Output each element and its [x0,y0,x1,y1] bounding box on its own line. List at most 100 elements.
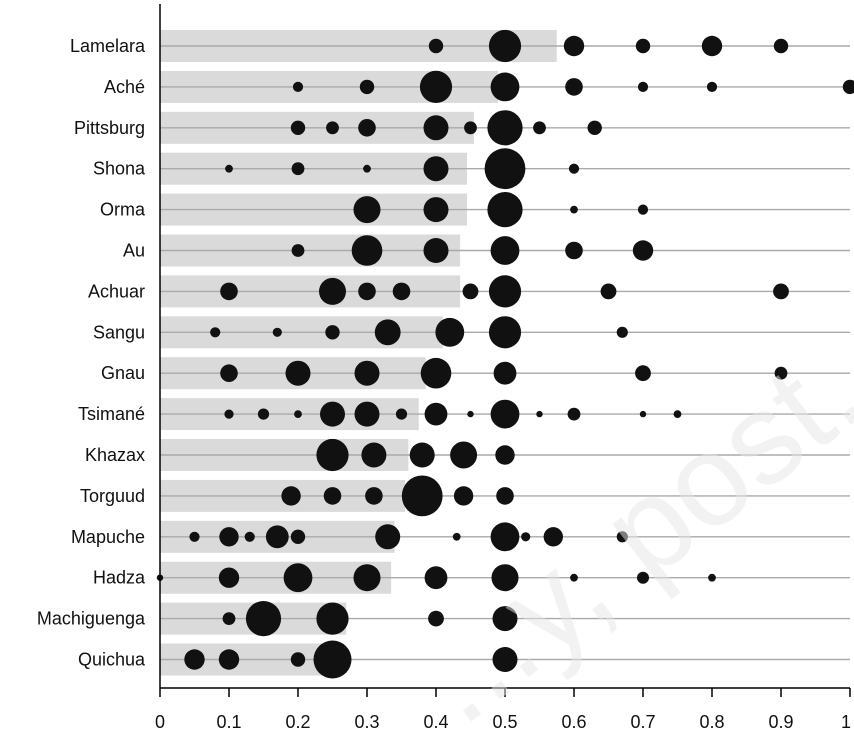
data-dot [490,522,520,552]
data-dot [487,110,523,146]
data-dot [568,163,580,174]
data-dot [493,361,517,385]
data-dot [774,366,788,380]
data-dot [488,316,522,349]
watermark-text: ...y, post, or distr... [389,0,854,736]
data-dot [490,236,520,265]
row-label: Au [123,241,145,261]
data-dot [353,564,381,592]
data-dot [222,612,236,625]
data-dot [210,327,221,338]
row-label: Aché [104,77,145,97]
data-dot [773,38,789,54]
data-dot [218,567,240,588]
x-tick-label: 0.3 [354,712,379,732]
data-dot [265,525,289,549]
data-dot [536,410,543,418]
row-label: Gnau [101,363,145,383]
data-dot [490,72,520,102]
data-dot [842,79,854,95]
data-dot [189,531,200,542]
data-dot [290,652,306,667]
data-dot [423,156,449,182]
data-dot [359,79,375,95]
data-dot [361,442,387,468]
data-dot [467,410,474,418]
data-dot [496,487,514,505]
x-tick-label: 0.8 [699,712,724,732]
data-dot [358,119,376,137]
data-dot [285,360,311,386]
data-dot [428,38,444,54]
row-label: Shona [93,159,146,179]
data-dot [257,408,270,420]
data-dot [325,325,340,340]
row-label: Torguud [80,486,145,506]
data-dot [291,162,305,176]
data-dot [354,401,380,427]
data-dot [453,486,474,506]
data-dot [492,606,518,632]
data-dot [326,121,339,135]
data-dot [409,442,435,468]
data-dot [272,327,282,337]
data-dots [156,29,854,679]
data-dot [224,409,234,419]
x-tick-label: 1 [841,712,851,732]
data-dot [290,120,306,135]
data-dot [492,647,518,672]
row-label: Lamelara [70,36,146,56]
row-label: Mapuche [71,527,145,547]
row-label: Sangu [93,322,145,342]
row-label: Machiguenga [37,609,146,629]
data-dot [395,408,408,420]
data-dot [464,121,477,135]
data-dot [423,197,449,223]
data-dot [632,240,654,261]
data-dot [635,38,651,54]
data-dot [587,120,602,135]
data-dot [292,81,304,92]
data-dot [543,527,563,547]
data-dot [487,192,523,228]
x-tick-label: 0.5 [492,712,517,732]
data-dot [392,282,411,301]
data-dot [291,244,305,257]
data-dot [220,364,238,383]
data-dot [701,35,723,57]
data-dot [358,282,376,301]
x-tick-label: 0.4 [423,712,448,732]
x-tick-label: 0.1 [216,712,241,732]
row-labels: Lamelara Aché Pittsburg Shona Orma Au Achuar Sa… [37,36,146,670]
data-dot [600,283,617,300]
data-dot [220,282,238,301]
row-label: Pittsburg [74,118,145,138]
row-label: Achuar [88,281,145,301]
data-dot [375,524,401,550]
data-dot [488,29,522,63]
data-dot [424,402,448,426]
x-ticks: 0 0.1 0.2 0.3 0.4 0.5 0.6 0.7 0.8 0.9 1 [155,688,851,732]
data-dot [419,70,453,103]
data-dot [639,410,647,418]
row-label: Khazax [85,445,145,465]
row-label: Quichua [78,650,146,670]
data-dot [320,401,345,427]
data-dot [450,441,478,469]
data-dot [637,571,649,584]
data-dot [563,35,585,57]
row-label: Orma [100,200,146,220]
data-dot [354,360,380,386]
data-dot [219,527,239,547]
data-dot [435,317,465,347]
data-dot [401,475,443,517]
data-dot [424,566,448,590]
x-tick-label: 0.6 [561,712,586,732]
data-dot [428,610,444,627]
x-tick-label: 0 [155,712,165,732]
data-dot [570,573,578,582]
data-dot [673,410,682,418]
data-dot [365,487,383,505]
data-dot [363,164,371,173]
